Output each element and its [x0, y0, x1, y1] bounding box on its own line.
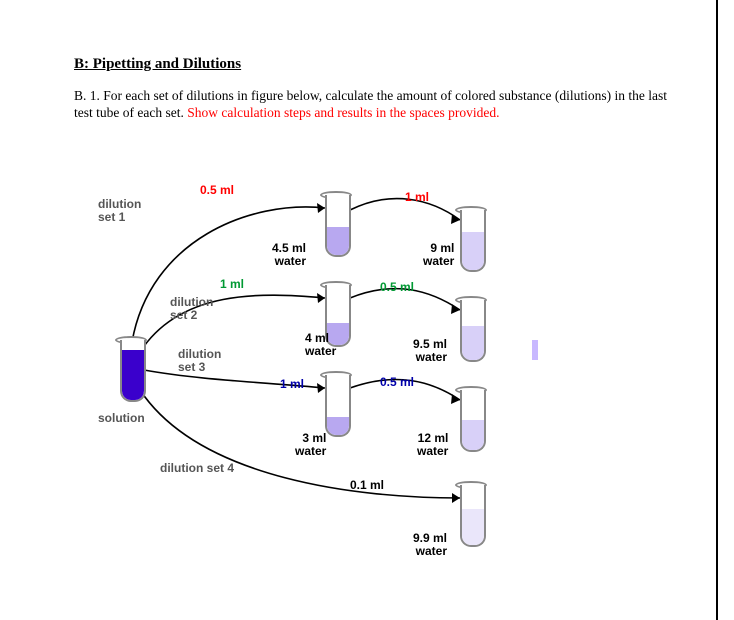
question-text-red: Show calculation steps and results in th…: [187, 105, 499, 120]
set3-label: dilution set 3: [178, 348, 221, 373]
set1-transfer1: 0.5 ml: [200, 183, 234, 197]
set2-label: dilution set 2: [170, 296, 213, 321]
set1-label: dilution set 1: [98, 198, 141, 223]
set3-transfer1: 1 ml: [280, 377, 304, 391]
tube-s3-1: [325, 375, 347, 437]
section-heading: B: Pipetting and Dilutions: [74, 56, 241, 73]
dilution-diagram: solution dilution set 1 0.5 ml 4.5 ml wa…: [100, 180, 560, 600]
set1-water2: 9 ml water: [423, 242, 454, 267]
tube-s1-2: [460, 210, 482, 272]
set4-label: dilution set 4: [160, 462, 234, 475]
set1-transfer2: 1 ml: [405, 190, 429, 204]
question-text: B. 1. For each set of dilutions in figur…: [74, 88, 674, 122]
set2-water2: 9.5 ml water: [413, 338, 447, 363]
set3-water2: 12 ml water: [417, 432, 448, 457]
tube-s1-1: [325, 195, 347, 257]
set2-transfer1: 1 ml: [220, 277, 244, 291]
tube-stock: [120, 340, 142, 402]
set3-water1: 3 ml water: [295, 432, 326, 457]
tube-s4-2: [460, 485, 482, 547]
tube-s3-2: [460, 390, 482, 452]
page: B: Pipetting and Dilutions B. 1. For eac…: [0, 0, 734, 620]
set2-transfer2: 0.5 ml: [380, 280, 414, 294]
set3-transfer2: 0.5 ml: [380, 375, 414, 389]
set4-transfer2: 0.1 ml: [350, 478, 384, 492]
set1-water1: 4.5 ml water: [272, 242, 306, 267]
cursor-artifact: [532, 340, 538, 360]
set2-water1: 4 ml water: [305, 332, 336, 357]
stock-label: solution: [98, 412, 145, 425]
tube-s2-2: [460, 300, 482, 362]
set4-water2: 9.9 ml water: [413, 532, 447, 557]
right-border: [716, 0, 718, 620]
